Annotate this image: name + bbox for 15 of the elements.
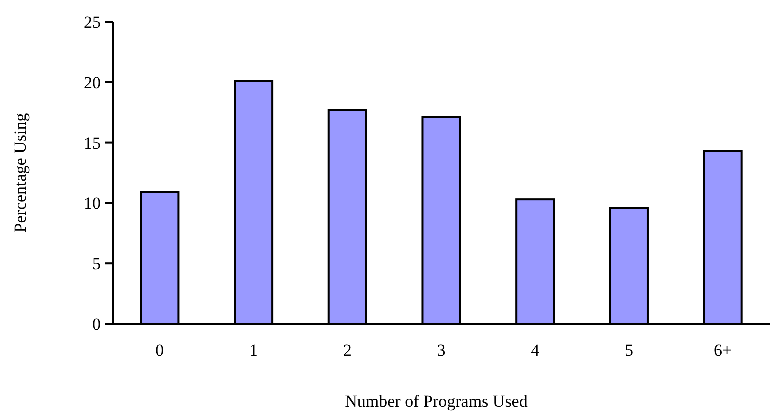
y-axis-title: Percentage Using [11, 112, 30, 233]
x-axis-title: Number of Programs Used [345, 392, 528, 411]
y-tick-label: 15 [84, 134, 101, 153]
y-tick-label: 0 [92, 314, 101, 334]
y-tick-label: 5 [92, 254, 101, 274]
x-tick-label: 4 [531, 341, 540, 360]
x-tick-label: 0 [156, 341, 164, 360]
y-tick-label: 25 [84, 12, 101, 32]
x-tick-label: 2 [343, 341, 352, 360]
x-tick-label: 3 [437, 341, 446, 360]
y-tick-label: 20 [84, 73, 101, 92]
x-tick-label: 5 [624, 341, 634, 360]
x-tick-label: 1 [250, 341, 258, 360]
x-tick-label: 6+ [714, 341, 732, 360]
y-tick-label: 10 [84, 194, 101, 214]
